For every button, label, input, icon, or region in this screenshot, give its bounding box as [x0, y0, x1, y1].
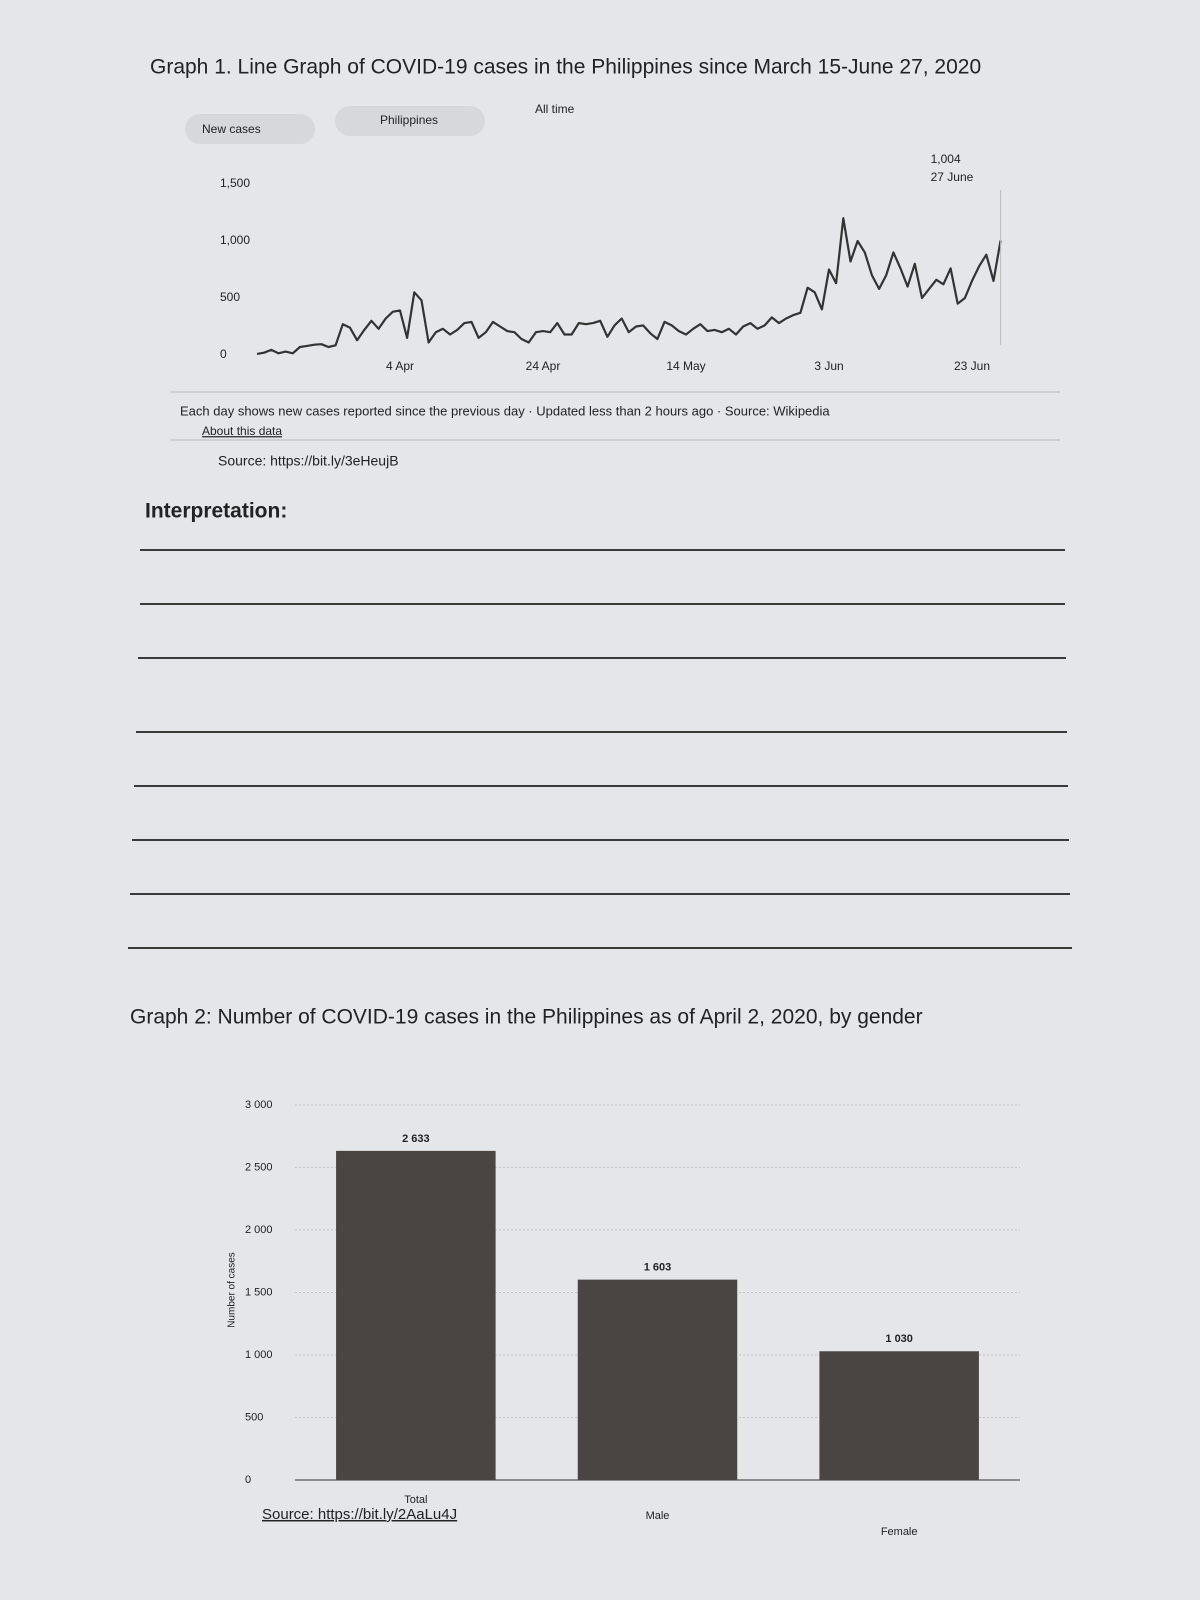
interpretation-heading: Interpretation:	[145, 500, 287, 523]
control[interactable]: New cases	[202, 122, 261, 136]
x-tick-label: 4 Apr	[386, 359, 414, 373]
x-tick-label: 3 Jun	[814, 359, 843, 373]
y-tick-label: 2 500	[245, 1161, 273, 1173]
y-tick-label: 1,500	[220, 176, 250, 190]
x-tick-label: Male	[646, 1510, 670, 1522]
y-tick-label: 0	[220, 347, 227, 361]
y-tick-label: 500	[245, 1411, 263, 1423]
source: Source: https://bit.ly/3eHeujB	[218, 453, 399, 469]
x-tick-label: Total	[404, 1494, 427, 1506]
control-pill[interactable]	[335, 106, 485, 136]
y-tick-label: 0	[245, 1474, 251, 1486]
y-tick-label: 2 000	[245, 1224, 273, 1236]
control[interactable]: All time	[535, 102, 575, 116]
graph2-title: Graph 2: Number of COVID-19 cases in the…	[130, 1006, 923, 1029]
line	[256, 217, 1002, 355]
x-tick-label: Female	[881, 1526, 918, 1538]
bar	[577, 1279, 738, 1480]
value-label: 2 633	[402, 1133, 430, 1145]
about-link[interactable]: About this data	[202, 424, 282, 438]
y-tick-label: 1,000	[220, 233, 250, 247]
annotation-value: 1,004	[931, 152, 961, 166]
annotation-date: 27 June	[931, 170, 974, 184]
x-tick-label: 24 Apr	[526, 359, 561, 373]
x-tick-label: 23 Jun	[954, 359, 990, 373]
value-label: 1 603	[644, 1262, 672, 1274]
y-axis-label: Number of cases	[227, 1252, 238, 1328]
y-tick-label: 1 500	[245, 1286, 273, 1298]
x-tick-label: 14 May	[666, 359, 705, 373]
answer-lines	[128, 549, 1072, 949]
graph1-title: Graph 1. Line Graph of COVID-19 cases in…	[150, 56, 981, 79]
source: Source: https://bit.ly/2AaLu4J	[262, 1506, 457, 1523]
y-tick-label: 1 000	[245, 1349, 273, 1361]
control[interactable]: Philippines	[380, 113, 438, 127]
bar	[336, 1150, 496, 1480]
control-pill[interactable]	[185, 114, 315, 144]
note: Each day shows new cases reported since …	[180, 403, 830, 418]
y-tick-label: 500	[220, 290, 240, 304]
y-tick-label: 3 000	[245, 1099, 273, 1111]
value-label: 1 030	[885, 1333, 913, 1345]
bar	[819, 1351, 979, 1480]
